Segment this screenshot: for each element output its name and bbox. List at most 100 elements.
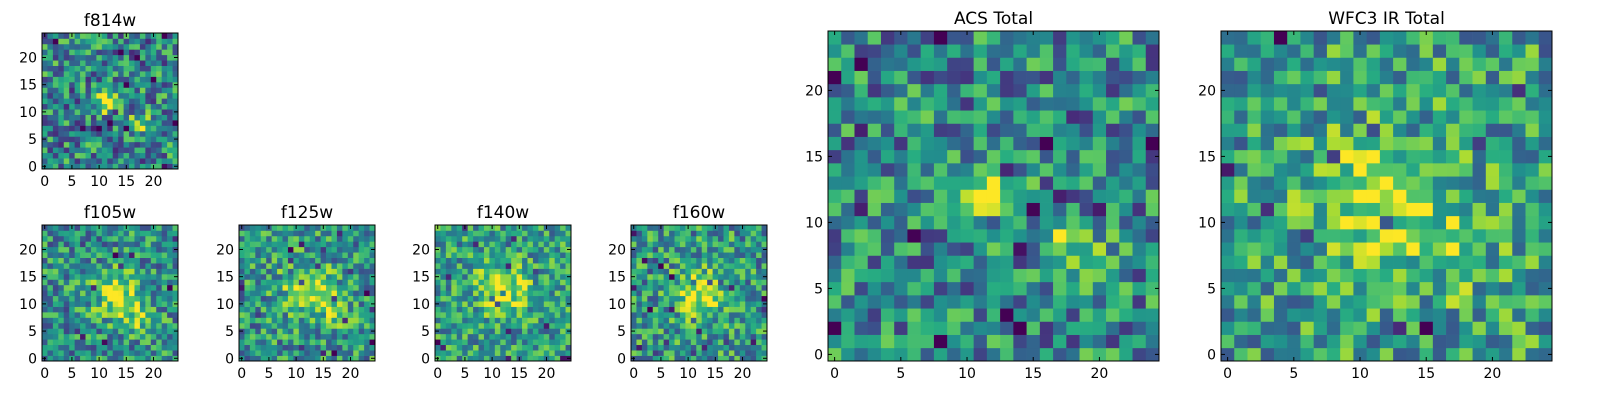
heatmap-cell: [933, 110, 948, 124]
heatmap-cell: [489, 235, 496, 242]
heatmap-cell: [435, 350, 441, 356]
heatmap-cell: [631, 312, 637, 318]
heatmap-cell: [96, 312, 103, 318]
heatmap-cell: [123, 312, 130, 318]
heatmap-cell: [282, 350, 289, 356]
heatmap-cell: [467, 263, 474, 269]
heatmap-cell: [1313, 242, 1328, 256]
heatmap-cell: [712, 306, 719, 313]
heatmap-cell: [145, 65, 152, 72]
heatmap-cell: [123, 263, 130, 269]
heatmap-cell: [440, 235, 447, 242]
heatmap-cell: [1353, 163, 1367, 177]
heatmap-cell: [123, 350, 130, 356]
heatmap-cell: [1106, 163, 1120, 177]
heatmap-cell: [1499, 321, 1513, 335]
heatmap-cell: [554, 355, 561, 362]
y-tick-label: 0: [814, 347, 823, 363]
heatmap-cell: [309, 306, 316, 313]
heatmap-cell: [80, 273, 86, 280]
heatmap-cell: [1512, 255, 1526, 269]
heatmap-cell: [90, 322, 97, 329]
heatmap-cell: [723, 295, 730, 302]
heatmap-cell: [1119, 334, 1133, 349]
heatmap-cell: [658, 235, 664, 242]
heatmap-cell: [134, 284, 141, 291]
heatmap-cell: [1247, 281, 1262, 296]
heatmap-cell: [74, 350, 81, 356]
heatmap-cell: [483, 263, 490, 269]
heatmap-cell: [326, 328, 332, 335]
heatmap-cell: [1145, 281, 1160, 296]
heatmap-cell: [80, 301, 86, 307]
heatmap-cell: [756, 230, 762, 237]
heatmap-cell: [58, 81, 65, 88]
heatmap-cell: [129, 290, 135, 297]
heatmap-cell: [47, 158, 54, 164]
heatmap-cell: [745, 257, 752, 264]
heatmap-cell: [1247, 202, 1262, 217]
heatmap-cell: [841, 347, 855, 362]
heatmap-cell: [663, 225, 670, 231]
heatmap-cell: [74, 290, 81, 297]
heatmap-cell: [456, 257, 463, 264]
heatmap-cell: [167, 263, 173, 269]
heatmap-cell: [118, 235, 124, 242]
heatmap-cell: [287, 246, 294, 253]
heatmap-cell: [756, 317, 762, 324]
heatmap-cell: [1221, 229, 1235, 243]
heatmap-cell: [1313, 308, 1328, 322]
heatmap-cell: [750, 257, 757, 264]
heatmap-cell: [565, 306, 572, 313]
heatmap-cell: [669, 301, 675, 307]
heatmap-cell: [511, 257, 517, 264]
heatmap-cell: [478, 230, 485, 237]
heatmap-cell: [112, 158, 119, 164]
heatmap-cell: [277, 246, 283, 253]
heatmap-cell: [1119, 97, 1133, 111]
heatmap-cell: [139, 328, 146, 335]
heatmap-cell: [565, 317, 572, 324]
heatmap-cell: [90, 38, 97, 45]
heatmap-cell: [304, 284, 311, 291]
heatmap-cell: [1053, 242, 1067, 256]
heatmap-cell: [933, 163, 948, 177]
heatmap-cell: [52, 322, 59, 329]
heatmap-cell: [1432, 149, 1447, 164]
heatmap-cell: [701, 279, 708, 286]
heatmap-cell: [96, 268, 103, 275]
heatmap-cell: [489, 246, 496, 253]
heatmap-cell: [456, 301, 463, 307]
heatmap-cell: [478, 333, 485, 340]
heatmap-cell: [282, 295, 289, 302]
heatmap-cell: [266, 344, 272, 351]
heatmap-cell: [167, 163, 173, 170]
heatmap-cell: [828, 295, 842, 309]
heatmap-cell: [134, 252, 141, 258]
heatmap-cell: [123, 295, 130, 302]
heatmap-cell: [440, 290, 447, 297]
heatmap-cell: [90, 273, 97, 280]
heatmap-cell: [1066, 163, 1080, 177]
heatmap-cell: [1013, 295, 1027, 309]
heatmap-cell: [336, 225, 343, 231]
heatmap-cell: [867, 83, 882, 98]
heatmap-cell: [854, 347, 869, 362]
heatmap-cell: [266, 235, 272, 242]
heatmap-cell: [1273, 229, 1288, 243]
heatmap-cell: [1406, 295, 1420, 309]
heatmap-cell: [52, 130, 59, 137]
heatmap-cell: [920, 215, 935, 230]
heatmap-cell: [532, 306, 539, 313]
heatmap-cell: [90, 333, 97, 340]
heatmap-cell: [1221, 123, 1235, 137]
heatmap-cell: [538, 328, 545, 335]
heatmap-cell: [631, 339, 637, 346]
heatmap-cell: [1419, 215, 1434, 230]
heatmap-cell: [244, 333, 251, 340]
heatmap-cell: [172, 252, 179, 258]
heatmap-cell: [42, 230, 48, 237]
heatmap-cell: [239, 279, 245, 286]
heatmap-cell: [1432, 202, 1447, 217]
heatmap-cell: [674, 279, 681, 286]
